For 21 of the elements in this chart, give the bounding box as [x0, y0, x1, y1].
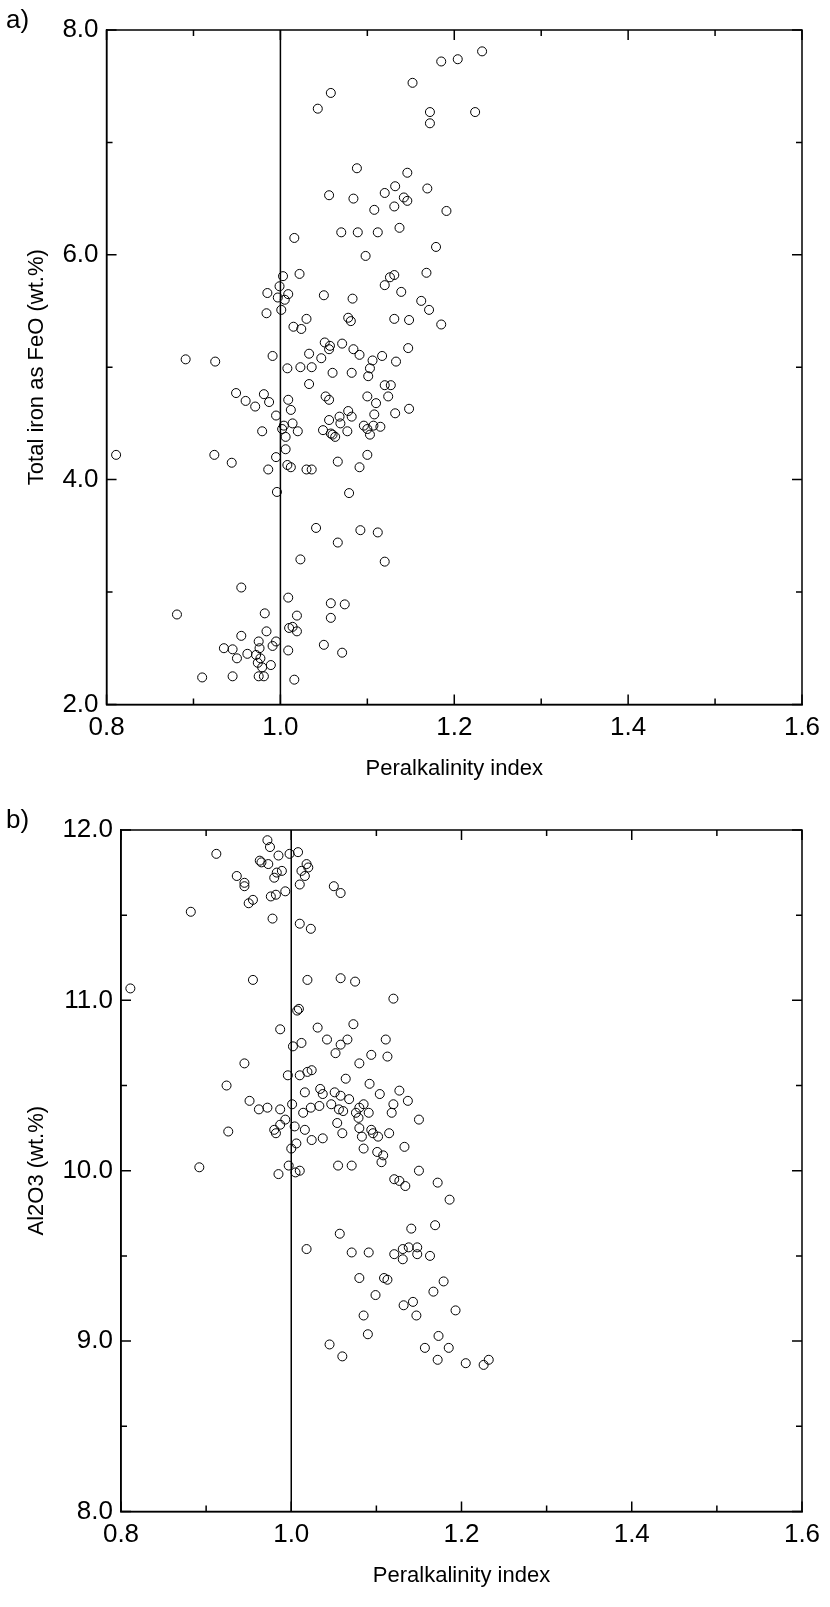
- x-tick-label: 1.2: [436, 711, 473, 742]
- y-tick-label: 8.0: [62, 13, 99, 44]
- x-tick-label: 1.4: [610, 711, 647, 742]
- chart-title: b): [6, 804, 30, 835]
- chart-title: a): [6, 4, 30, 35]
- y-tick-label: 11.0: [64, 983, 113, 1014]
- x-tick-label: 1.0: [273, 1518, 310, 1549]
- x-tick-label: 1.6: [783, 1518, 821, 1549]
- y-axis-title: Total iron as FeO (wt.%): [23, 249, 49, 486]
- x-axis-title: Peralkalinity index: [365, 754, 543, 780]
- x-tick-label: 1.4: [613, 1518, 650, 1549]
- x-tick-label: 1.0: [262, 711, 299, 742]
- x-axis-title: Peralkalinity index: [372, 1561, 551, 1587]
- x-tick-label: 1.6: [783, 711, 821, 742]
- y-tick-label: 4.0: [62, 462, 99, 493]
- y-tick-label: 12.0: [62, 813, 113, 844]
- x-tick-label: 1.2: [443, 1518, 480, 1549]
- y-tick-label: 10.0: [62, 1153, 113, 1184]
- y-tick-label: 6.0: [62, 237, 99, 268]
- y-tick-label: 9.0: [76, 1324, 113, 1355]
- y-axis-title: Al2O3 (wt.%): [23, 1105, 49, 1236]
